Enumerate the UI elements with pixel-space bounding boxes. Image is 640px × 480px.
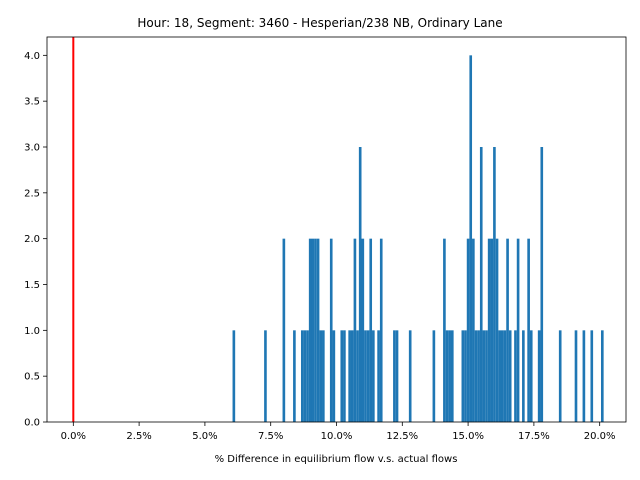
histogram-bar bbox=[461, 330, 465, 422]
y-tick-label: 0.0 bbox=[24, 418, 40, 429]
histogram-bar bbox=[464, 330, 467, 422]
histogram-bar bbox=[527, 238, 530, 422]
histogram-bar bbox=[498, 330, 501, 422]
histogram-bar bbox=[314, 238, 317, 422]
histogram-bar bbox=[300, 330, 304, 422]
histogram-bar bbox=[308, 238, 312, 422]
histogram-bar bbox=[366, 330, 370, 422]
x-axis-ticks: 0.0% 2.5% 5.0% 7.5% 10.0% 12.5% 15.0% 17.5% 20.0… bbox=[61, 422, 616, 442]
histogram-bar bbox=[356, 330, 359, 422]
histogram-bar bbox=[350, 330, 354, 422]
x-tick-label: 0.0% bbox=[61, 431, 86, 442]
histogram-bar bbox=[522, 330, 525, 422]
histogram-bar bbox=[408, 330, 412, 422]
y-tick-label: 3.0 bbox=[24, 143, 40, 154]
x-tick-label: 15.0% bbox=[452, 431, 484, 442]
chart-title: Hour: 18, Segment: 3460 - Hesperian/238 … bbox=[137, 16, 502, 30]
histogram-bar bbox=[340, 330, 344, 422]
histogram-bar bbox=[466, 238, 470, 422]
histogram-bar bbox=[393, 330, 396, 422]
histogram-bar bbox=[485, 330, 488, 422]
x-tick-label: 12.5% bbox=[386, 431, 418, 442]
histogram-bar bbox=[329, 238, 333, 422]
x-tick-label: 20.0% bbox=[584, 431, 616, 442]
x-tick-label: 7.5% bbox=[258, 431, 283, 442]
histogram-bar bbox=[500, 330, 504, 422]
histogram-bar bbox=[479, 147, 483, 422]
histogram-bar bbox=[303, 330, 307, 422]
x-tick-label: 2.5% bbox=[126, 431, 151, 442]
histogram-bar bbox=[516, 238, 520, 422]
histogram-bar bbox=[540, 147, 544, 422]
y-tick-label: 4.0 bbox=[24, 51, 40, 62]
histogram-bar bbox=[395, 330, 399, 422]
histogram-bar bbox=[364, 330, 367, 422]
y-tick-label: 2.5 bbox=[24, 188, 40, 199]
histogram-bar bbox=[316, 238, 320, 422]
y-tick-label: 0.5 bbox=[24, 372, 40, 383]
histogram-bar bbox=[361, 238, 365, 422]
histogram-bar bbox=[322, 330, 325, 422]
histogram-bar bbox=[514, 330, 517, 422]
y-tick-label: 1.0 bbox=[24, 326, 40, 337]
histogram-bar bbox=[493, 147, 496, 422]
bars-layer bbox=[232, 55, 604, 422]
histogram-bar bbox=[495, 238, 499, 422]
histogram-bar bbox=[537, 330, 541, 422]
histogram-bar bbox=[372, 330, 375, 422]
histogram-bar bbox=[582, 330, 586, 422]
histogram-bar bbox=[232, 330, 236, 422]
histogram-bar bbox=[306, 330, 309, 422]
histogram-bar bbox=[448, 330, 451, 422]
histogram-bar bbox=[445, 330, 449, 422]
histogram-bar bbox=[319, 330, 323, 422]
y-axis-ticks: 0.0 0.5 1.0 1.5 2.0 2.5 3.0 3.5 4.0 bbox=[24, 51, 47, 429]
y-tick-label: 1.5 bbox=[24, 280, 40, 291]
histogram-bar bbox=[358, 147, 362, 422]
histogram-bar bbox=[443, 238, 446, 422]
y-tick-label: 3.5 bbox=[24, 97, 40, 108]
histogram-bar bbox=[332, 330, 336, 422]
histogram-bar bbox=[590, 330, 594, 422]
histogram-bar bbox=[574, 330, 578, 422]
x-axis-label: % Difference in equilibrium flow v.s. ac… bbox=[215, 454, 458, 465]
histogram-bar bbox=[450, 330, 454, 422]
histogram-bar bbox=[508, 330, 512, 422]
histogram-bar bbox=[529, 330, 533, 422]
histogram-bar bbox=[369, 238, 373, 422]
histogram-bar bbox=[474, 330, 478, 422]
histogram-bar bbox=[600, 330, 604, 422]
histogram-bar bbox=[503, 330, 507, 422]
histogram-bar bbox=[506, 238, 509, 422]
x-tick-label: 10.0% bbox=[321, 431, 353, 442]
histogram-bar bbox=[353, 238, 357, 422]
histogram-bar bbox=[477, 330, 480, 422]
x-tick-label: 17.5% bbox=[518, 431, 550, 442]
histogram-bar bbox=[293, 330, 296, 422]
histogram-bar bbox=[348, 330, 351, 422]
histogram-bar bbox=[472, 238, 475, 422]
y-tick-label: 2.0 bbox=[24, 234, 40, 245]
histogram-bar bbox=[487, 238, 491, 422]
x-tick-label: 5.0% bbox=[192, 431, 217, 442]
histogram-bar bbox=[379, 238, 383, 422]
histogram-bar bbox=[343, 330, 346, 422]
histogram-bar bbox=[311, 238, 315, 422]
histogram-bar bbox=[482, 330, 486, 422]
histogram-bar bbox=[377, 330, 380, 422]
histogram-bar bbox=[469, 55, 473, 422]
histogram-bar bbox=[490, 238, 494, 422]
histogram-bar bbox=[264, 330, 267, 422]
histogram-bar bbox=[282, 238, 286, 422]
histogram-bar bbox=[432, 330, 436, 422]
histogram-bar bbox=[558, 330, 562, 422]
